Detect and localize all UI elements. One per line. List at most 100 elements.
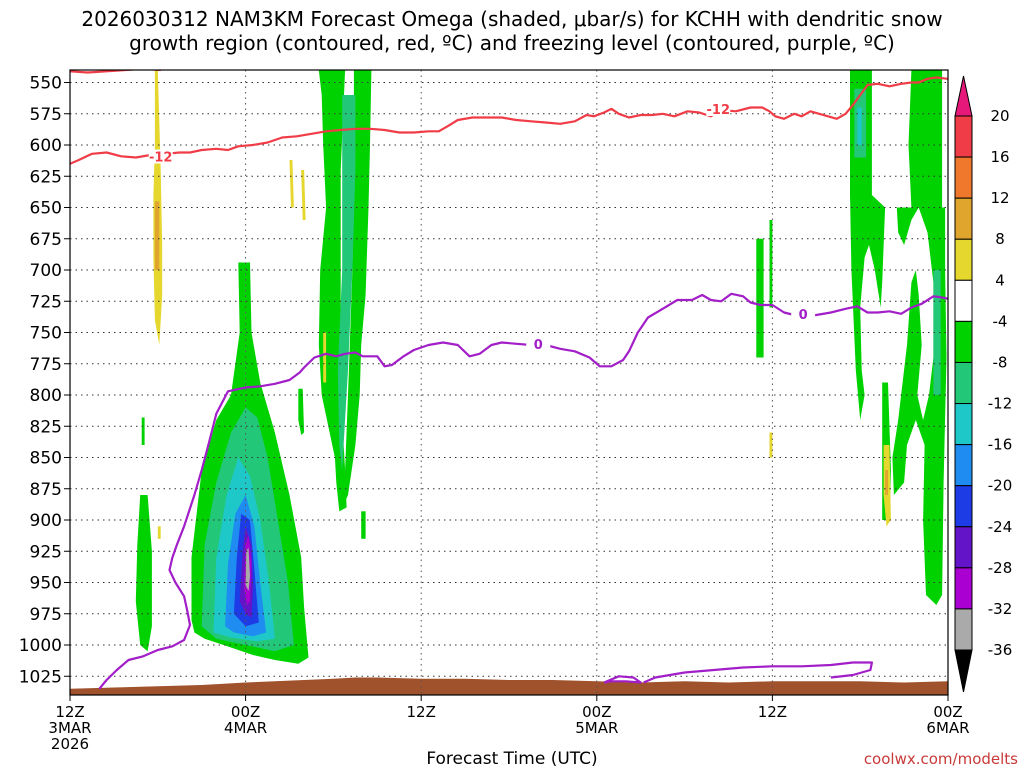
x-tick-label-3-1: 5MAR: [575, 719, 618, 737]
x-tick-label-2-0: 12Z: [407, 703, 436, 721]
omega-region-13: [298, 388, 305, 435]
omega-region-32: [157, 526, 161, 539]
x-axis-label: Forecast Time (UTC): [426, 749, 597, 768]
x-tick-label-4-0: 12Z: [758, 703, 787, 721]
x-tick-label-5-1: 6MAR: [926, 719, 969, 737]
colorbar-under-triangle: [954, 649, 973, 693]
omega-region-27: [289, 160, 294, 208]
y-tick-label-875: 875: [30, 480, 62, 500]
omega-region-19: [892, 207, 947, 605]
contour-label-0: -12: [149, 151, 173, 166]
contour-1: [70, 70, 161, 74]
x-tick-label-0-0: 12Z: [55, 703, 84, 721]
x-tick-label-5-0: 00Z: [933, 703, 962, 721]
y-tick-label-850: 850: [30, 449, 62, 469]
omega-region-16: [769, 220, 773, 308]
y-tick-label-900: 900: [30, 511, 62, 531]
omega-region-26: [301, 170, 306, 220]
contour-label-bg-0: [148, 149, 173, 164]
plot-area: -12 -12 0 0: [70, 70, 948, 695]
y-tick-label-825: 825: [30, 417, 62, 437]
x-tick-label-1-0: 00Z: [231, 703, 260, 721]
contour-label-bg-1: [706, 102, 731, 116]
colorbar-bin-9: [954, 485, 973, 528]
contour-0: [70, 76, 948, 165]
omega-region-23: [933, 270, 941, 395]
contour-label-bg-3: [791, 307, 816, 321]
y-tick-label-575: 575: [30, 105, 62, 125]
colorbar-label-2: 12: [990, 189, 1009, 207]
x-tick-label-0-1: 3MAR: [48, 719, 91, 737]
colorbar-bin-0: [954, 115, 973, 158]
colorbar-label-12: -32: [988, 600, 1013, 618]
colorbar-label-5: -4: [993, 312, 1008, 330]
y-tick-label-1000: 1000: [19, 636, 62, 656]
colorbar-label-0: 20: [990, 107, 1009, 125]
contour-label-3: 0: [799, 308, 808, 323]
omega-region-12: [141, 417, 145, 445]
colorbar-over-triangle: [954, 75, 973, 117]
y-tick-label-675: 675: [30, 230, 62, 250]
x-tick-label-0-2: 2026: [51, 735, 89, 753]
contour-label-1: -12: [707, 103, 731, 118]
colorbar-bin-8: [954, 444, 973, 487]
y-tick-label-750: 750: [30, 324, 62, 344]
colorbar-label-4: 4: [995, 271, 1005, 289]
colorbar-label-10: -24: [988, 518, 1013, 536]
colorbar-bin-5: [954, 320, 973, 363]
y-tick-label-700: 700: [30, 261, 62, 281]
y-tick-label-625: 625: [30, 167, 62, 187]
colorbar-bin-6: [954, 361, 973, 405]
colorbar-bin-11: [954, 567, 973, 610]
colorbar-bin-10: [954, 526, 973, 569]
omega-region-7: [245, 547, 250, 592]
colorbar-label-13: -36: [988, 641, 1013, 659]
y-tick-label-725: 725: [30, 292, 62, 312]
colorbar-label-1: 16: [990, 148, 1009, 166]
colorbar-bin-1: [954, 156, 973, 199]
y-tick-label-550: 550: [30, 74, 62, 94]
y-tick-label-650: 650: [30, 199, 62, 219]
y-tick-label-600: 600: [30, 136, 62, 156]
x-tick-label-1-1: 4MAR: [224, 719, 267, 737]
y-tick-label-1025: 1025: [19, 667, 62, 687]
y-tick-label-950: 950: [30, 574, 62, 594]
x-tick-label-3-0: 00Z: [582, 703, 611, 721]
omega-region-10: [337, 95, 356, 470]
colorbar-bin-4: [954, 279, 973, 322]
omega-region-28: [323, 332, 327, 383]
colorbar-bin-7: [954, 403, 973, 446]
colorbar-label-8: -16: [988, 436, 1013, 454]
colorbar-bin-12: [954, 608, 973, 651]
contour-label-bg-2: [526, 337, 551, 351]
colorbar-label-11: -28: [988, 559, 1013, 577]
omega-region-22: [857, 107, 862, 145]
watermark: coolwx.com/modelts: [864, 750, 1018, 768]
colorbar-label-3: 8: [995, 230, 1005, 248]
colorbar-bin-3: [954, 238, 973, 281]
y-tick-label-925: 925: [30, 542, 62, 562]
chart-title-line2: growth region (contoured, red, ºC) and f…: [129, 31, 895, 55]
colorbar-label-7: -12: [988, 395, 1013, 413]
omega-region-9: [340, 70, 372, 512]
contour-label-2: 0: [534, 338, 543, 353]
omega-region-11: [135, 495, 152, 652]
omega-region-15: [756, 238, 764, 358]
y-tick-label-800: 800: [30, 386, 62, 406]
contour-4: [643, 661, 873, 684]
colorbar-label-6: -8: [993, 353, 1008, 371]
terrain-surface: [70, 677, 948, 695]
omega-region-14: [361, 511, 366, 539]
contour-3: [603, 675, 642, 684]
omega-region-25: [154, 201, 160, 270]
chart-title-line1: 2026030312 NAM3KM Forecast Omega (shaded…: [81, 7, 942, 31]
y-tick-label-775: 775: [30, 355, 62, 375]
y-tick-label-975: 975: [30, 605, 62, 625]
omega-region-31: [769, 432, 773, 458]
omega-region-20: [908, 70, 943, 208]
colorbar-label-9: -20: [988, 477, 1013, 495]
plot-frame: [69, 69, 949, 696]
colorbar-bin-2: [954, 197, 973, 240]
